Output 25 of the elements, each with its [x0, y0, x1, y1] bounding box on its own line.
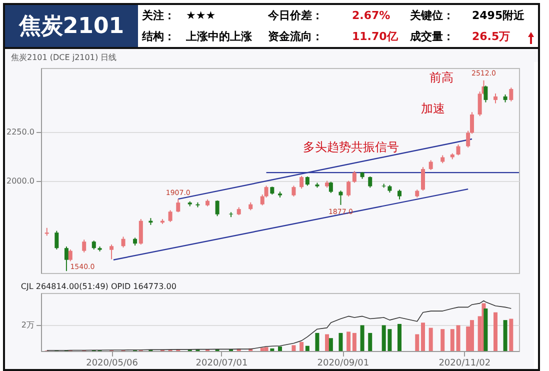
y-tick-label: 2250.0 — [6, 127, 34, 136]
text: 上涨中的上涨 — [186, 29, 253, 44]
text: 资金流向： — [268, 29, 324, 44]
text: 2.67% — [352, 9, 392, 22]
text: ★★★ — [186, 9, 217, 22]
text: 2495附近 — [472, 8, 526, 23]
text: 11.70亿 — [352, 29, 399, 44]
annotation: 多头趋势共振信号 — [303, 140, 400, 154]
text: 关注： — [142, 8, 176, 23]
x-tick-label: 2020/11/02 — [438, 358, 491, 368]
text: CJL 264814.00(51:49) OPID 164773.00 — [20, 282, 176, 291]
annotation: 前高 — [430, 70, 454, 84]
text: 今日价差： — [268, 8, 324, 23]
x-tick-label: 2020/09/01 — [317, 358, 370, 368]
text: 结构： — [142, 29, 176, 44]
text: 关键位： — [410, 8, 455, 23]
text: 26.5万 — [472, 29, 512, 44]
text: 焦炭2101 — [5, 5, 138, 47]
x-tick-label: 2020/05/06 — [86, 358, 138, 368]
text: 成交量： — [410, 29, 455, 44]
annotation: 加速 — [421, 102, 446, 116]
x-tick-label: 2020/07/01 — [196, 358, 248, 368]
y-tick-label: 2万 — [21, 320, 34, 330]
chart-subtitle: 焦炭2101 (DCE j2101) 日线 — [5, 49, 538, 62]
y-tick-label: 2000.0 — [6, 176, 34, 186]
